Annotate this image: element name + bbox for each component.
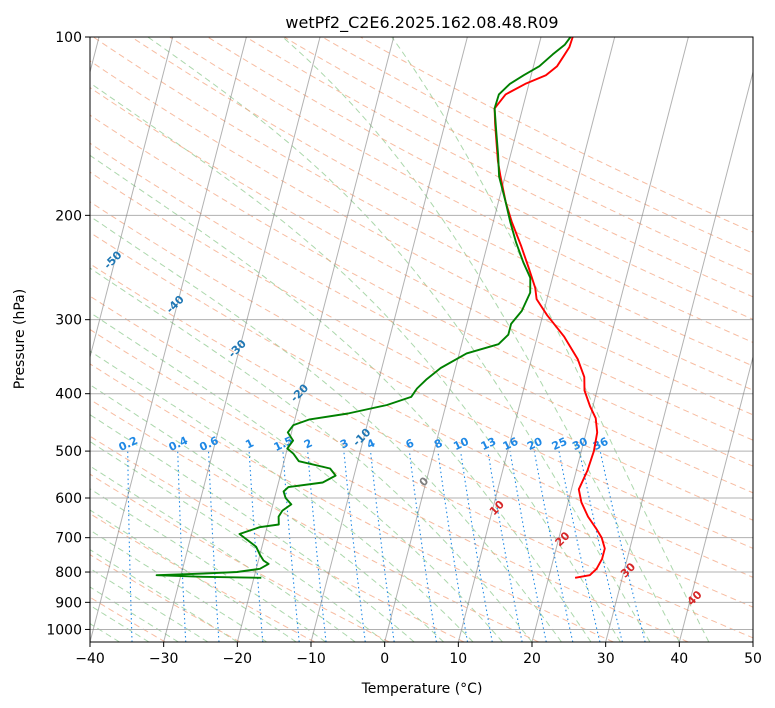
isotherm-line (310, 37, 468, 642)
moist-adiabat-line (90, 529, 268, 642)
isotherms (90, 37, 753, 642)
dry-adiabat-line (90, 171, 753, 521)
temperature-profile-line (493, 37, 606, 579)
mixing-ratio-label: 10 (451, 435, 471, 453)
dry-adiabat-line (90, 263, 753, 608)
isotherm-line (531, 37, 689, 642)
x-tick-label: −30 (149, 651, 179, 667)
moist-adiabat-line (90, 414, 415, 642)
mixing-ratio-lines (127, 450, 646, 642)
y-tick-label: 500 (55, 444, 82, 460)
dry-adiabat-line (90, 363, 614, 642)
moist-adiabat-line (90, 311, 503, 642)
moist-adiabat-line (90, 465, 356, 642)
moist-adiabat-line (90, 549, 238, 642)
moist-adiabat-line (90, 586, 179, 642)
x-tick-label: 10 (449, 651, 467, 667)
y-tick-label: 100 (55, 30, 82, 46)
x-tick-label: 50 (744, 651, 762, 667)
isotherm-line (457, 37, 616, 642)
x-tick-label: 0 (380, 651, 389, 667)
dry-adiabat-line (90, 87, 753, 441)
plot-area (90, 37, 753, 642)
mixing-ratio-line (460, 451, 493, 642)
mixing-ratio-label: 16 (501, 435, 521, 453)
isotherm-line (236, 37, 395, 642)
y-tick-label: 300 (55, 313, 82, 329)
dry-adiabat-line (90, 201, 753, 549)
y-tick-label: 600 (55, 491, 82, 507)
plot-background (90, 37, 753, 642)
isotherm-line (90, 37, 174, 359)
x-tick-label: 30 (597, 651, 615, 667)
x-tick-label: 20 (523, 651, 541, 667)
isotherm-line (678, 354, 753, 642)
moist-adiabat-line (90, 267, 533, 642)
isotherm-line (90, 37, 247, 642)
axes: −40 −30 −20 −10 0 10 20 30 40 50 100 200 300 400 500 60… (46, 30, 762, 667)
dry-adiabat-line (90, 435, 465, 642)
y-axis-label: Pressure (hPa) (12, 289, 28, 389)
y-tick-label: 700 (55, 531, 82, 547)
mixing-ratio-line (282, 451, 300, 642)
mixing-ratio-line (207, 451, 220, 642)
mixing-ratio-line (487, 451, 523, 642)
mixing-ratio-label: 20 (525, 435, 545, 453)
mixing-ratio-line (127, 451, 133, 642)
plot-frame (89, 36, 754, 643)
mixing-ratio-line (307, 451, 327, 642)
y-tick-label: 200 (55, 208, 82, 224)
isotherm-line (163, 37, 321, 642)
mixing-ratio-line (408, 451, 437, 642)
dry-adiabat-line (131, 37, 753, 367)
mixing-ratio-line (437, 451, 469, 642)
mixing-ratio-line (177, 451, 187, 642)
y-tick-label: 400 (55, 387, 82, 403)
moist-adiabat-line (90, 215, 562, 642)
x-tick-label: −10 (296, 651, 326, 667)
dry-adiabat-line (90, 473, 390, 642)
dry-adiabat-line (90, 328, 689, 642)
y-tick-label: 900 (55, 595, 82, 611)
moist-adiabat-line (90, 384, 444, 642)
moist-adiabat-line (90, 567, 209, 642)
isotherm-line (605, 69, 753, 642)
dry-adiabat-line (90, 231, 753, 578)
mixing-ratio-label: 30 (570, 435, 590, 453)
chart-title: wetPf2_C2E6.2025.162.08.48.R09 (285, 13, 558, 33)
moist-adiabat-line (282, 37, 680, 642)
x-axis-label: Temperature (°C) (361, 681, 483, 697)
dry-adiabat-line (90, 554, 241, 642)
y-tick-label: 1000 (46, 622, 82, 638)
dry-adiabat-line (90, 596, 166, 642)
dry-adiabats (90, 37, 753, 642)
y-tick-label: 800 (55, 565, 82, 581)
x-tick-label: 40 (670, 651, 688, 667)
isotherm-line (752, 640, 753, 642)
moist-adiabat-line (90, 82, 621, 642)
dry-adiabat-line (169, 37, 753, 343)
x-tick-label: −20 (223, 651, 253, 667)
moist-adiabat-line (90, 154, 592, 642)
mixing-ratio-label: 25 (550, 435, 569, 453)
dry-adiabat-line (90, 60, 753, 416)
isotherm-line (384, 37, 542, 642)
mixing-ratio-line (248, 451, 264, 642)
mixing-ratio-label: 13 (479, 435, 498, 453)
profile-series (155, 37, 606, 579)
mixing-ratio-line (343, 451, 366, 642)
moist-adiabat-line (90, 441, 386, 642)
x-tick-label: −40 (75, 651, 105, 667)
dewpoint-profile-line (155, 37, 572, 579)
